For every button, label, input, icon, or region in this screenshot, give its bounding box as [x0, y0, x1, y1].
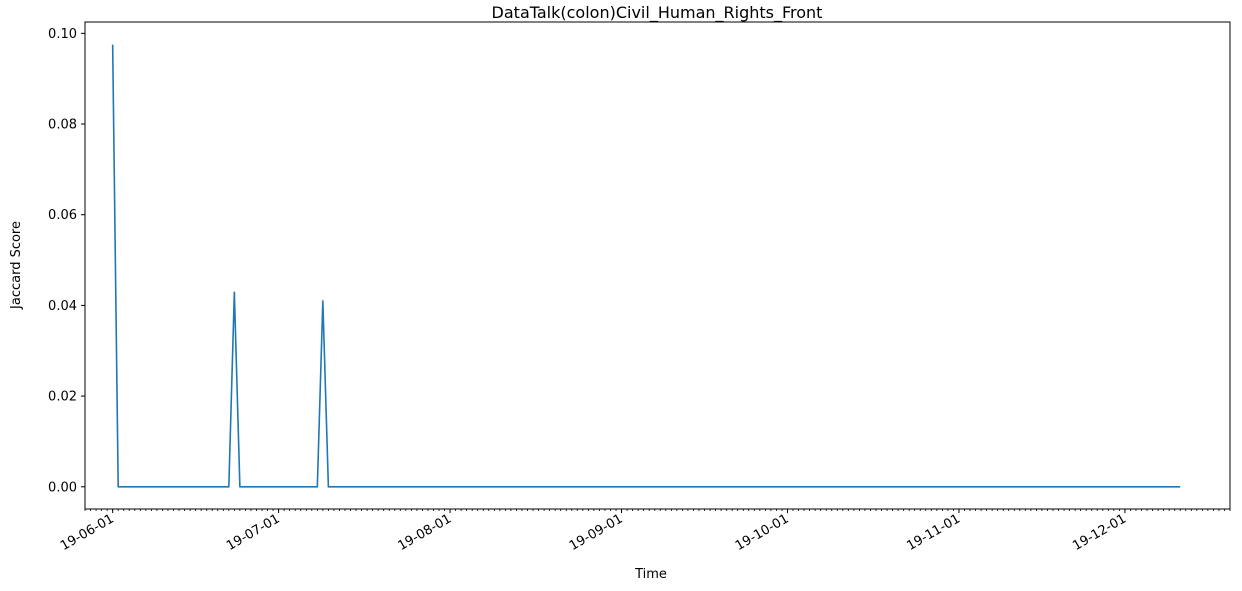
- series-line: [111, 44, 1181, 488]
- x-tick-label: 19-10-01: [733, 511, 792, 553]
- series-layer: [111, 44, 1181, 488]
- y-tick-label: 0.10: [48, 27, 77, 42]
- y-tick-label: 0.06: [48, 208, 77, 223]
- y-tick-label: 0.02: [48, 390, 77, 405]
- y-tick-label: 0.00: [48, 480, 77, 495]
- y-tick-label: 0.04: [48, 299, 77, 314]
- x-tick-label: 19-06-01: [58, 511, 117, 553]
- tick-layer: 0.00 0.02 0.04 0.06 0.08 0.10 19-06-01 19-07-01…: [48, 27, 1231, 554]
- x-axis-label: Time: [634, 567, 667, 582]
- x-tick-label: 19-07-01: [224, 511, 283, 553]
- x-tick-label: 19-12-01: [1070, 511, 1129, 553]
- x-tick-label: 19-08-01: [395, 511, 454, 553]
- x-tick-label: 19-09-01: [567, 511, 626, 553]
- chart-title: DataTalk(colon)Civil_Human_Rights_Front: [492, 3, 823, 23]
- plot-frame: [84, 21, 1231, 510]
- x-tick-label: 19-11-01: [904, 511, 963, 553]
- y-axis-label: Jaccard Score: [9, 221, 24, 310]
- y-tick-label: 0.08: [48, 118, 77, 133]
